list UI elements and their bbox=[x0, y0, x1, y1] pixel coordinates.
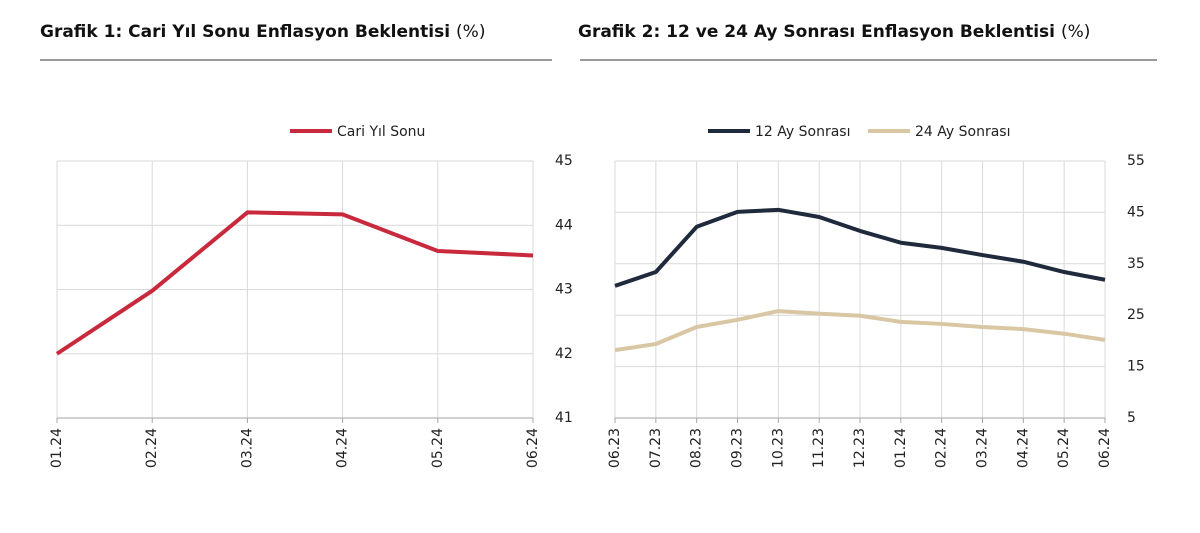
x-tick-label: 02.24 bbox=[934, 428, 950, 468]
x-tick-label: 06.24 bbox=[525, 428, 541, 468]
y-tick-label: 41 bbox=[555, 410, 573, 426]
y-tick-label: 5 bbox=[1127, 410, 1136, 426]
chart-title-unit: (%) bbox=[456, 22, 485, 42]
y-tick-label: 44 bbox=[555, 217, 573, 233]
x-tick-label: 01.24 bbox=[893, 428, 909, 468]
x-tick-label: 07.23 bbox=[648, 428, 664, 468]
x-tick-label: 06.23 bbox=[607, 428, 623, 468]
y-tick-label: 25 bbox=[1127, 307, 1145, 323]
chart-title-text: Grafik 2: 12 ve 24 Ay Sonrası Enflasyon … bbox=[578, 22, 1055, 42]
x-tick-label: 03.24 bbox=[239, 428, 255, 468]
x-tick-label: 04.24 bbox=[1015, 428, 1031, 468]
y-tick-label: 45 bbox=[1127, 204, 1145, 220]
legend-label: 12 Ay Sonrası bbox=[755, 124, 850, 140]
line-series bbox=[614, 309, 1106, 353]
legend-label: 24 Ay Sonrası bbox=[915, 124, 1010, 140]
y-tick-label: 15 bbox=[1127, 359, 1145, 375]
chart-title-text: Grafik 1: Cari Yıl Sonu Enflasyon Beklen… bbox=[40, 22, 450, 42]
line-series bbox=[55, 210, 534, 356]
legend-label: Cari Yıl Sonu bbox=[337, 124, 425, 140]
x-tick-label: 06.24 bbox=[1097, 428, 1113, 468]
x-tick-label: 05.24 bbox=[1056, 428, 1072, 468]
x-tick-label: 03.24 bbox=[975, 428, 991, 468]
chart-title: Grafik 2: 12 ve 24 Ay Sonrası Enflasyon … bbox=[578, 22, 1090, 42]
y-tick-label: 43 bbox=[555, 282, 573, 298]
x-tick-label: 09.23 bbox=[730, 428, 746, 468]
x-tick-label: 10.23 bbox=[770, 428, 786, 468]
x-tick-label: 08.23 bbox=[689, 428, 705, 468]
chart-title: Grafik 1: Cari Yıl Sonu Enflasyon Beklen… bbox=[40, 22, 485, 42]
x-tick-label: 12.23 bbox=[852, 428, 868, 468]
x-tick-label: 04.24 bbox=[335, 428, 351, 468]
y-tick-label: 45 bbox=[555, 153, 573, 169]
x-tick-label: 02.24 bbox=[144, 428, 160, 468]
y-tick-label: 35 bbox=[1127, 256, 1145, 272]
y-tick-label: 55 bbox=[1127, 153, 1145, 169]
y-tick-label: 42 bbox=[555, 346, 573, 362]
chart-title-unit: (%) bbox=[1061, 22, 1090, 42]
line-series bbox=[614, 207, 1106, 288]
x-tick-label: 01.24 bbox=[49, 428, 65, 468]
x-tick-label: 11.23 bbox=[811, 428, 827, 468]
x-tick-label: 05.24 bbox=[430, 428, 446, 468]
